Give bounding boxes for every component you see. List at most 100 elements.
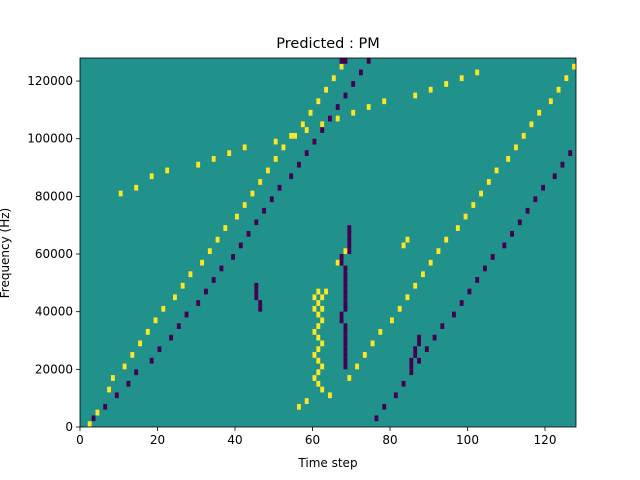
heatmap-cell-high <box>118 190 123 197</box>
heatmap-cell-high <box>514 144 518 151</box>
heatmap-cell-low <box>417 357 421 364</box>
plot-area <box>79 57 577 428</box>
heatmap-cell-low <box>382 403 387 410</box>
heatmap-cell-high <box>421 271 425 278</box>
heatmap-cell-high <box>428 259 433 266</box>
heatmap-cell-low <box>126 380 131 387</box>
heatmap-cell-low <box>339 58 344 64</box>
heatmap-cell-low <box>347 236 352 243</box>
heatmap-cell-high <box>320 386 325 393</box>
heatmap-cell-low <box>393 392 398 399</box>
heatmap-cell-high <box>242 144 247 151</box>
heatmap-cell-low <box>343 300 348 306</box>
heatmap-cell-high <box>145 328 150 335</box>
heatmap-cell-low <box>343 305 348 312</box>
heatmap-cell-high <box>351 109 356 116</box>
heatmap-cell-high <box>537 109 542 116</box>
heatmap-cell-low <box>413 346 418 353</box>
heatmap-cell-low <box>328 115 332 122</box>
heatmap-cell-high <box>572 63 576 70</box>
heatmap-cell-high <box>444 81 449 87</box>
x-axis: 0 20 40 60 80 100 120 <box>76 427 556 447</box>
heatmap-cell-low <box>184 311 189 318</box>
heatmap-cell-low <box>343 323 348 329</box>
heatmap-cell-low <box>343 277 348 283</box>
heatmap-cell-high <box>223 225 228 231</box>
heatmap-cell-low <box>254 294 259 301</box>
heatmap-cell-high <box>316 357 321 364</box>
heatmap-cell-high <box>382 98 387 105</box>
heatmap-cell-high <box>316 369 321 376</box>
heatmap-cell-high <box>227 150 232 157</box>
heatmap-cell-low <box>343 265 348 272</box>
heatmap-cell-low <box>134 369 139 376</box>
heatmap-cell-low <box>568 150 573 157</box>
heatmap-cell-low <box>343 288 348 295</box>
heatmap-cell-low <box>552 173 557 180</box>
heatmap-cell-low <box>409 357 414 364</box>
heatmap-cell-low <box>339 311 344 318</box>
heatmap-cell-low <box>459 300 464 306</box>
y-tick-label: 20000 <box>35 362 73 376</box>
heatmap-cell-high <box>397 305 402 312</box>
heatmap-cell-low <box>254 288 259 295</box>
heatmap-cell-low <box>304 150 309 157</box>
heatmap-cell-low <box>343 271 348 278</box>
heatmap-cell-high <box>316 98 321 105</box>
heatmap-cell-low <box>339 254 344 260</box>
y-tick-label: 60000 <box>35 247 73 261</box>
heatmap-cell-high <box>304 127 309 133</box>
heatmap-cell-high <box>122 363 127 370</box>
heatmap-cell-low <box>475 277 480 283</box>
heatmap-cell-high <box>548 98 553 105</box>
heatmap-cell-high <box>107 386 111 393</box>
heatmap-cell-low <box>413 352 418 358</box>
heatmap-cell-low <box>254 219 259 226</box>
heatmap-cell-high <box>153 317 158 324</box>
heatmap-cell-low <box>176 323 181 329</box>
heatmap-cell-high <box>370 340 375 347</box>
heatmap-cell-high <box>250 190 255 197</box>
heatmap-cell-low <box>231 254 235 260</box>
heatmap-cell-high <box>320 294 325 301</box>
heatmap-cell-high <box>494 167 499 174</box>
heatmap-cell-low <box>366 58 371 64</box>
y-axis-label: Frequency (Hz) <box>0 208 12 299</box>
heatmap-cell-high <box>347 375 352 381</box>
heatmap-cell-high <box>316 311 321 318</box>
heatmap-cell-low <box>204 288 208 295</box>
heatmap-cell-low <box>541 184 545 191</box>
heatmap-cell-low <box>351 81 356 87</box>
heatmap-cell-high <box>289 132 294 139</box>
heatmap-cell-high <box>138 340 142 347</box>
heatmap-cell-low <box>320 127 325 133</box>
heatmap-cell-high <box>343 248 348 255</box>
heatmap-cell-high <box>413 282 418 289</box>
heatmap-cell-high <box>188 271 193 278</box>
heatmap-cell-high <box>378 328 383 335</box>
heatmap-cell-low <box>502 242 507 249</box>
heatmap-cell-high <box>413 92 418 99</box>
heatmap-cell-low <box>339 259 344 266</box>
heatmap-cell-high <box>564 75 569 82</box>
x-tick-label: 0 <box>76 433 84 447</box>
heatmap-cell-high <box>312 375 317 381</box>
y-tick-label: 40000 <box>35 305 73 319</box>
heatmap-cell-low <box>347 248 352 255</box>
heatmap-cell-high <box>312 328 317 335</box>
heatmap-cell-high <box>320 305 325 312</box>
heatmap-cell-high <box>95 409 100 416</box>
heatmap-cell-high <box>161 305 166 312</box>
heatmap-cell-low <box>343 282 348 289</box>
heatmap-cell-high <box>556 86 561 93</box>
heatmap-cell-low <box>490 254 495 260</box>
heatmap-cell-high <box>320 363 325 370</box>
heatmap-cell-high <box>486 179 491 185</box>
heatmap-cell-high <box>436 248 441 255</box>
heatmap-cell-low <box>560 161 565 168</box>
x-tick-label: 60 <box>305 433 320 447</box>
heatmap-cell-high <box>529 121 534 128</box>
heatmap-cell-low <box>157 346 162 353</box>
heatmap-cell-low <box>114 392 119 399</box>
